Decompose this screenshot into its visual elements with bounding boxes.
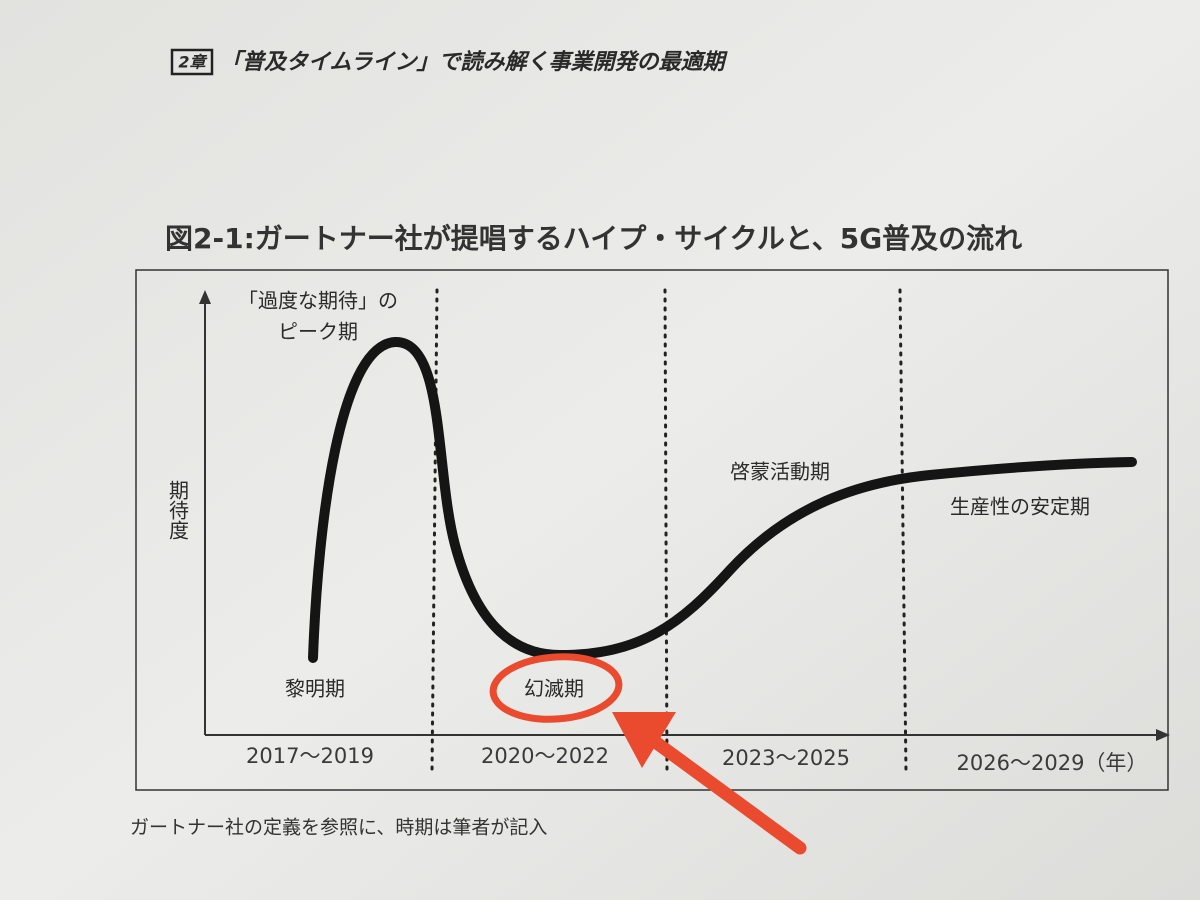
phase-label: ピーク期 <box>278 320 358 344</box>
period-label: 2017〜2019 <box>246 744 374 768</box>
period-divider <box>898 288 908 774</box>
phase-label: 黎明期 <box>285 677 345 701</box>
chapter-box <box>170 48 214 76</box>
y-axis-label: 期待度 <box>166 480 190 540</box>
chapter-label: 2章 <box>178 53 207 72</box>
highlight-circle <box>489 653 623 723</box>
period-divider <box>430 288 439 774</box>
period-divider <box>663 288 669 774</box>
period-label: 2020〜2022 <box>481 744 609 768</box>
y-axis-arrow <box>199 290 211 304</box>
hype-curve <box>308 336 1137 663</box>
annotation-arrow-head <box>612 712 676 768</box>
phase-label: 幻滅期 <box>524 677 584 701</box>
annotation-arrow-shaft <box>643 731 807 855</box>
phase-label: 「過度な期待」の <box>238 289 398 313</box>
x-axis-arrow <box>1156 729 1170 741</box>
figure-title: 図2-1:ガートナー社が提唱するハイプ・サイクルと、5G普及の流れ <box>165 222 1022 255</box>
phase-label: 啓蒙活動期 <box>730 460 830 484</box>
header-title: 「普及タイムライン」で読み解く事業開発の最適期 <box>220 49 728 75</box>
figure-frame <box>135 269 1169 791</box>
period-label: 2023〜2025 <box>722 746 850 770</box>
phase-label: 生産性の安定期 <box>950 495 1090 519</box>
figure-caption: ガートナー社の定義を参照に、時期は筆者が記入 <box>130 817 547 839</box>
period-label: 2026〜2029（年） <box>957 751 1148 775</box>
